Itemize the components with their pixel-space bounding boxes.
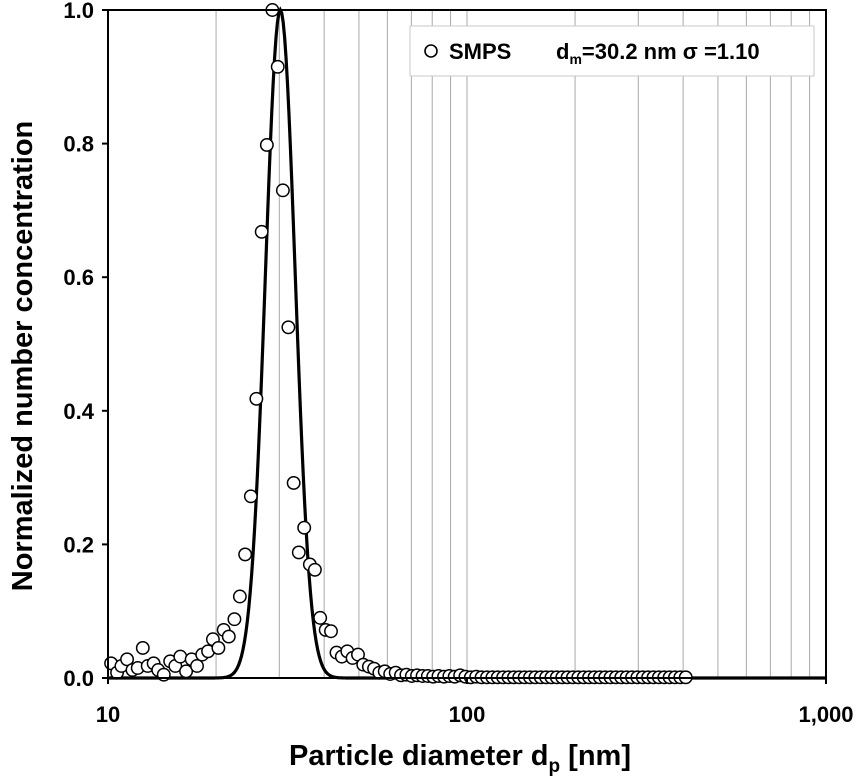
data-point — [249, 391, 264, 406]
data-point — [275, 183, 290, 198]
data-point — [190, 659, 204, 673]
data-point — [286, 475, 301, 490]
data-point — [221, 629, 236, 644]
data-point — [281, 320, 296, 335]
data-point — [297, 520, 312, 535]
legend-marker — [424, 44, 438, 58]
legend-box — [409, 25, 815, 77]
data-point — [254, 224, 269, 239]
legend-series-label: SMPS — [449, 39, 511, 64]
data-point — [232, 589, 247, 604]
y-tick-label: 0.6 — [63, 265, 94, 290]
data-point — [307, 562, 322, 577]
data-point — [243, 489, 258, 504]
data-point — [173, 649, 188, 664]
x-tick-label: 100 — [449, 702, 486, 727]
data-point — [313, 610, 328, 625]
y-tick-label: 1.0 — [63, 0, 94, 23]
data-point — [324, 624, 338, 639]
legend-annotation: dm=30.2 nm σ =1.10 — [556, 39, 760, 67]
data-point — [227, 612, 242, 627]
y-tick-label: 0.0 — [63, 666, 94, 691]
y-tick-label: 0.4 — [63, 399, 94, 424]
data-point — [211, 640, 226, 655]
x-tick-label: 1,000 — [798, 702, 853, 727]
grid — [215, 10, 811, 678]
y-tick-label: 0.2 — [63, 532, 94, 557]
axis-ticks: 0.0 0.2 0.4 0.6 0.8 1.0 10 100 1,000 — [63, 0, 853, 727]
data-point — [120, 652, 135, 667]
y-axis-title: Normalized number concentration — [7, 121, 39, 592]
data-point — [291, 545, 306, 560]
data-point — [270, 59, 285, 74]
x-axis-title: Particle diameter dp [nm] — [289, 740, 631, 777]
data-point — [238, 547, 253, 562]
x-tick-label: 10 — [96, 702, 120, 727]
legend: SMPS dm=30.2 nm σ =1.10 — [409, 25, 815, 77]
data-point — [135, 640, 150, 655]
data-points — [104, 3, 693, 685]
y-tick-label: 0.8 — [63, 132, 94, 157]
data-point — [259, 137, 274, 152]
